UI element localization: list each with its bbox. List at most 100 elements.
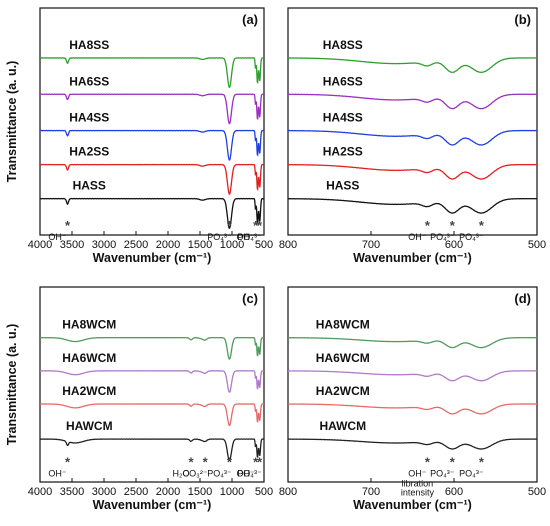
- series-line-ha6ss: [287, 93, 538, 110]
- x-tick-label: 500: [255, 239, 273, 251]
- series-label: HA2WCM: [62, 384, 116, 398]
- x-tick-label: 500: [528, 486, 546, 498]
- peak-label: OH⁻: [237, 469, 256, 479]
- x-tick-label: 1000: [220, 239, 244, 251]
- x-tick-label: 2500: [124, 486, 148, 498]
- series-label: HA8SS: [323, 38, 363, 52]
- peak-label: PO₄³⁻: [459, 469, 484, 479]
- x-tick-label: 500: [528, 239, 546, 251]
- x-tick-label: 3500: [60, 486, 84, 498]
- series-line-ha2ss: [39, 163, 265, 195]
- series-label: HA4SS: [69, 111, 109, 125]
- x-axis-label: Wavenumber (cm⁻¹): [353, 498, 472, 512]
- peak-label: OH⁻: [48, 232, 67, 242]
- peak-label: PO₄³⁻: [430, 469, 455, 479]
- series-label: HA2SS: [69, 145, 109, 159]
- series-line-ha6wcm: [39, 370, 265, 393]
- x-axis-label: Wavenumber (cm⁻¹): [93, 251, 212, 265]
- peak-star: *: [425, 455, 431, 470]
- peak-star: *: [227, 218, 233, 233]
- x-tick-label: 1500: [188, 486, 212, 498]
- plot-frame: [287, 286, 538, 483]
- x-tick-label: 1500: [188, 239, 212, 251]
- peak-star: *: [65, 455, 71, 470]
- x-tick-label: 2500: [124, 239, 148, 251]
- peak-star: *: [479, 455, 485, 470]
- series-label: HA8WCM: [62, 318, 116, 332]
- series-label: HAWCM: [319, 419, 366, 433]
- series-line-ha4ss: [287, 129, 538, 146]
- peak-star: *: [425, 218, 431, 233]
- series-label: HASS: [326, 179, 359, 193]
- series-line-ha2wcm: [39, 403, 265, 427]
- x-tick-label: 1000: [220, 486, 244, 498]
- series-label: HA2WCM: [316, 384, 370, 398]
- peak-star: *: [450, 218, 456, 233]
- x-tick-label: 800: [279, 239, 297, 251]
- y-axis-label: Transmittance (a. u.): [5, 61, 19, 183]
- peak-label: OH⁻: [48, 469, 67, 479]
- x-axis-label: Wavenumber (cm⁻¹): [353, 251, 472, 265]
- panel-label: (a): [242, 12, 258, 27]
- plot-frame: [39, 286, 265, 483]
- peak-star: *: [253, 218, 259, 233]
- plot-frame: [287, 7, 538, 236]
- peak-star: *: [479, 218, 485, 233]
- peak-star: *: [257, 455, 263, 470]
- peak-label: PO₄³⁻: [430, 232, 455, 242]
- series-line-hass: [39, 197, 265, 230]
- x-tick-label: 2000: [156, 486, 180, 498]
- peak-label: PO₄³⁻: [207, 469, 232, 479]
- panel-label: (c): [242, 291, 258, 306]
- peak-sublabel: libration: [402, 479, 434, 489]
- series-line-ha6ss: [39, 93, 265, 125]
- peak-star: *: [203, 455, 209, 470]
- x-tick-label: 3000: [92, 486, 116, 498]
- peak-label: OH⁻: [408, 469, 427, 479]
- series-line-ha2wcm: [287, 403, 538, 415]
- series-line-ha8wcm: [39, 336, 265, 360]
- series-line-ha6wcm: [287, 370, 538, 382]
- series-line-ha2ss: [287, 163, 538, 180]
- peak-star: *: [227, 455, 233, 470]
- peak-label: H₂O: [173, 469, 190, 479]
- series-line-hawcm: [287, 438, 538, 450]
- series-line-ha8ss: [287, 57, 538, 73]
- panel-label: (d): [514, 291, 531, 306]
- x-tick-label: 4000: [28, 239, 52, 251]
- plot-frame: [39, 7, 265, 236]
- series-label: HA4SS: [323, 111, 363, 125]
- x-tick-label: 2000: [156, 239, 180, 251]
- x-tick-label: 700: [362, 486, 380, 498]
- series-line-hass: [287, 197, 538, 214]
- x-tick-label: 600: [445, 486, 463, 498]
- x-tick-label: 500: [255, 486, 273, 498]
- peak-label: CO₃²⁻: [183, 469, 208, 479]
- panel-c: 4000 3500 3000 2500 2000 1500 1000 500 Wavenumbe…: [5, 286, 273, 512]
- y-axis-label: Transmittance (a. u.): [5, 324, 19, 446]
- series-line-ha8ss: [39, 57, 265, 89]
- peak-label: PO₄³⁻: [459, 232, 484, 242]
- x-tick-label: 4000: [28, 486, 52, 498]
- x-tick-label: 3000: [92, 239, 116, 251]
- series-label: HA6WCM: [62, 351, 116, 365]
- peak-label: PO₄³⁻: [237, 469, 262, 479]
- series-label: HAWCM: [66, 419, 113, 433]
- series-label: HA2SS: [323, 145, 363, 159]
- panel-b: 800 700 600 500 Wavenumber (cm⁻¹) (b) HA8SS HA6…: [279, 7, 546, 265]
- series-line-ha4ss: [39, 129, 265, 161]
- series-label: HA6SS: [69, 74, 109, 88]
- x-axis-label: Wavenumber (cm⁻¹): [93, 498, 212, 512]
- peak-label: PO₄³⁻: [237, 232, 262, 242]
- peak-star: *: [257, 218, 263, 233]
- peak-label: OH⁻: [237, 232, 256, 242]
- x-tick-label: 600: [445, 239, 463, 251]
- x-tick-label: 700: [362, 239, 380, 251]
- peak-label: OH⁻: [408, 232, 427, 242]
- peak-star: *: [189, 455, 195, 470]
- series-label: HA6SS: [323, 74, 363, 88]
- peak-star: *: [65, 218, 71, 233]
- panel-a: 4000 3500 3000 2500 2000 1500 1000 500 Wavenumbe…: [5, 7, 273, 265]
- series-label: HA8WCM: [316, 318, 370, 332]
